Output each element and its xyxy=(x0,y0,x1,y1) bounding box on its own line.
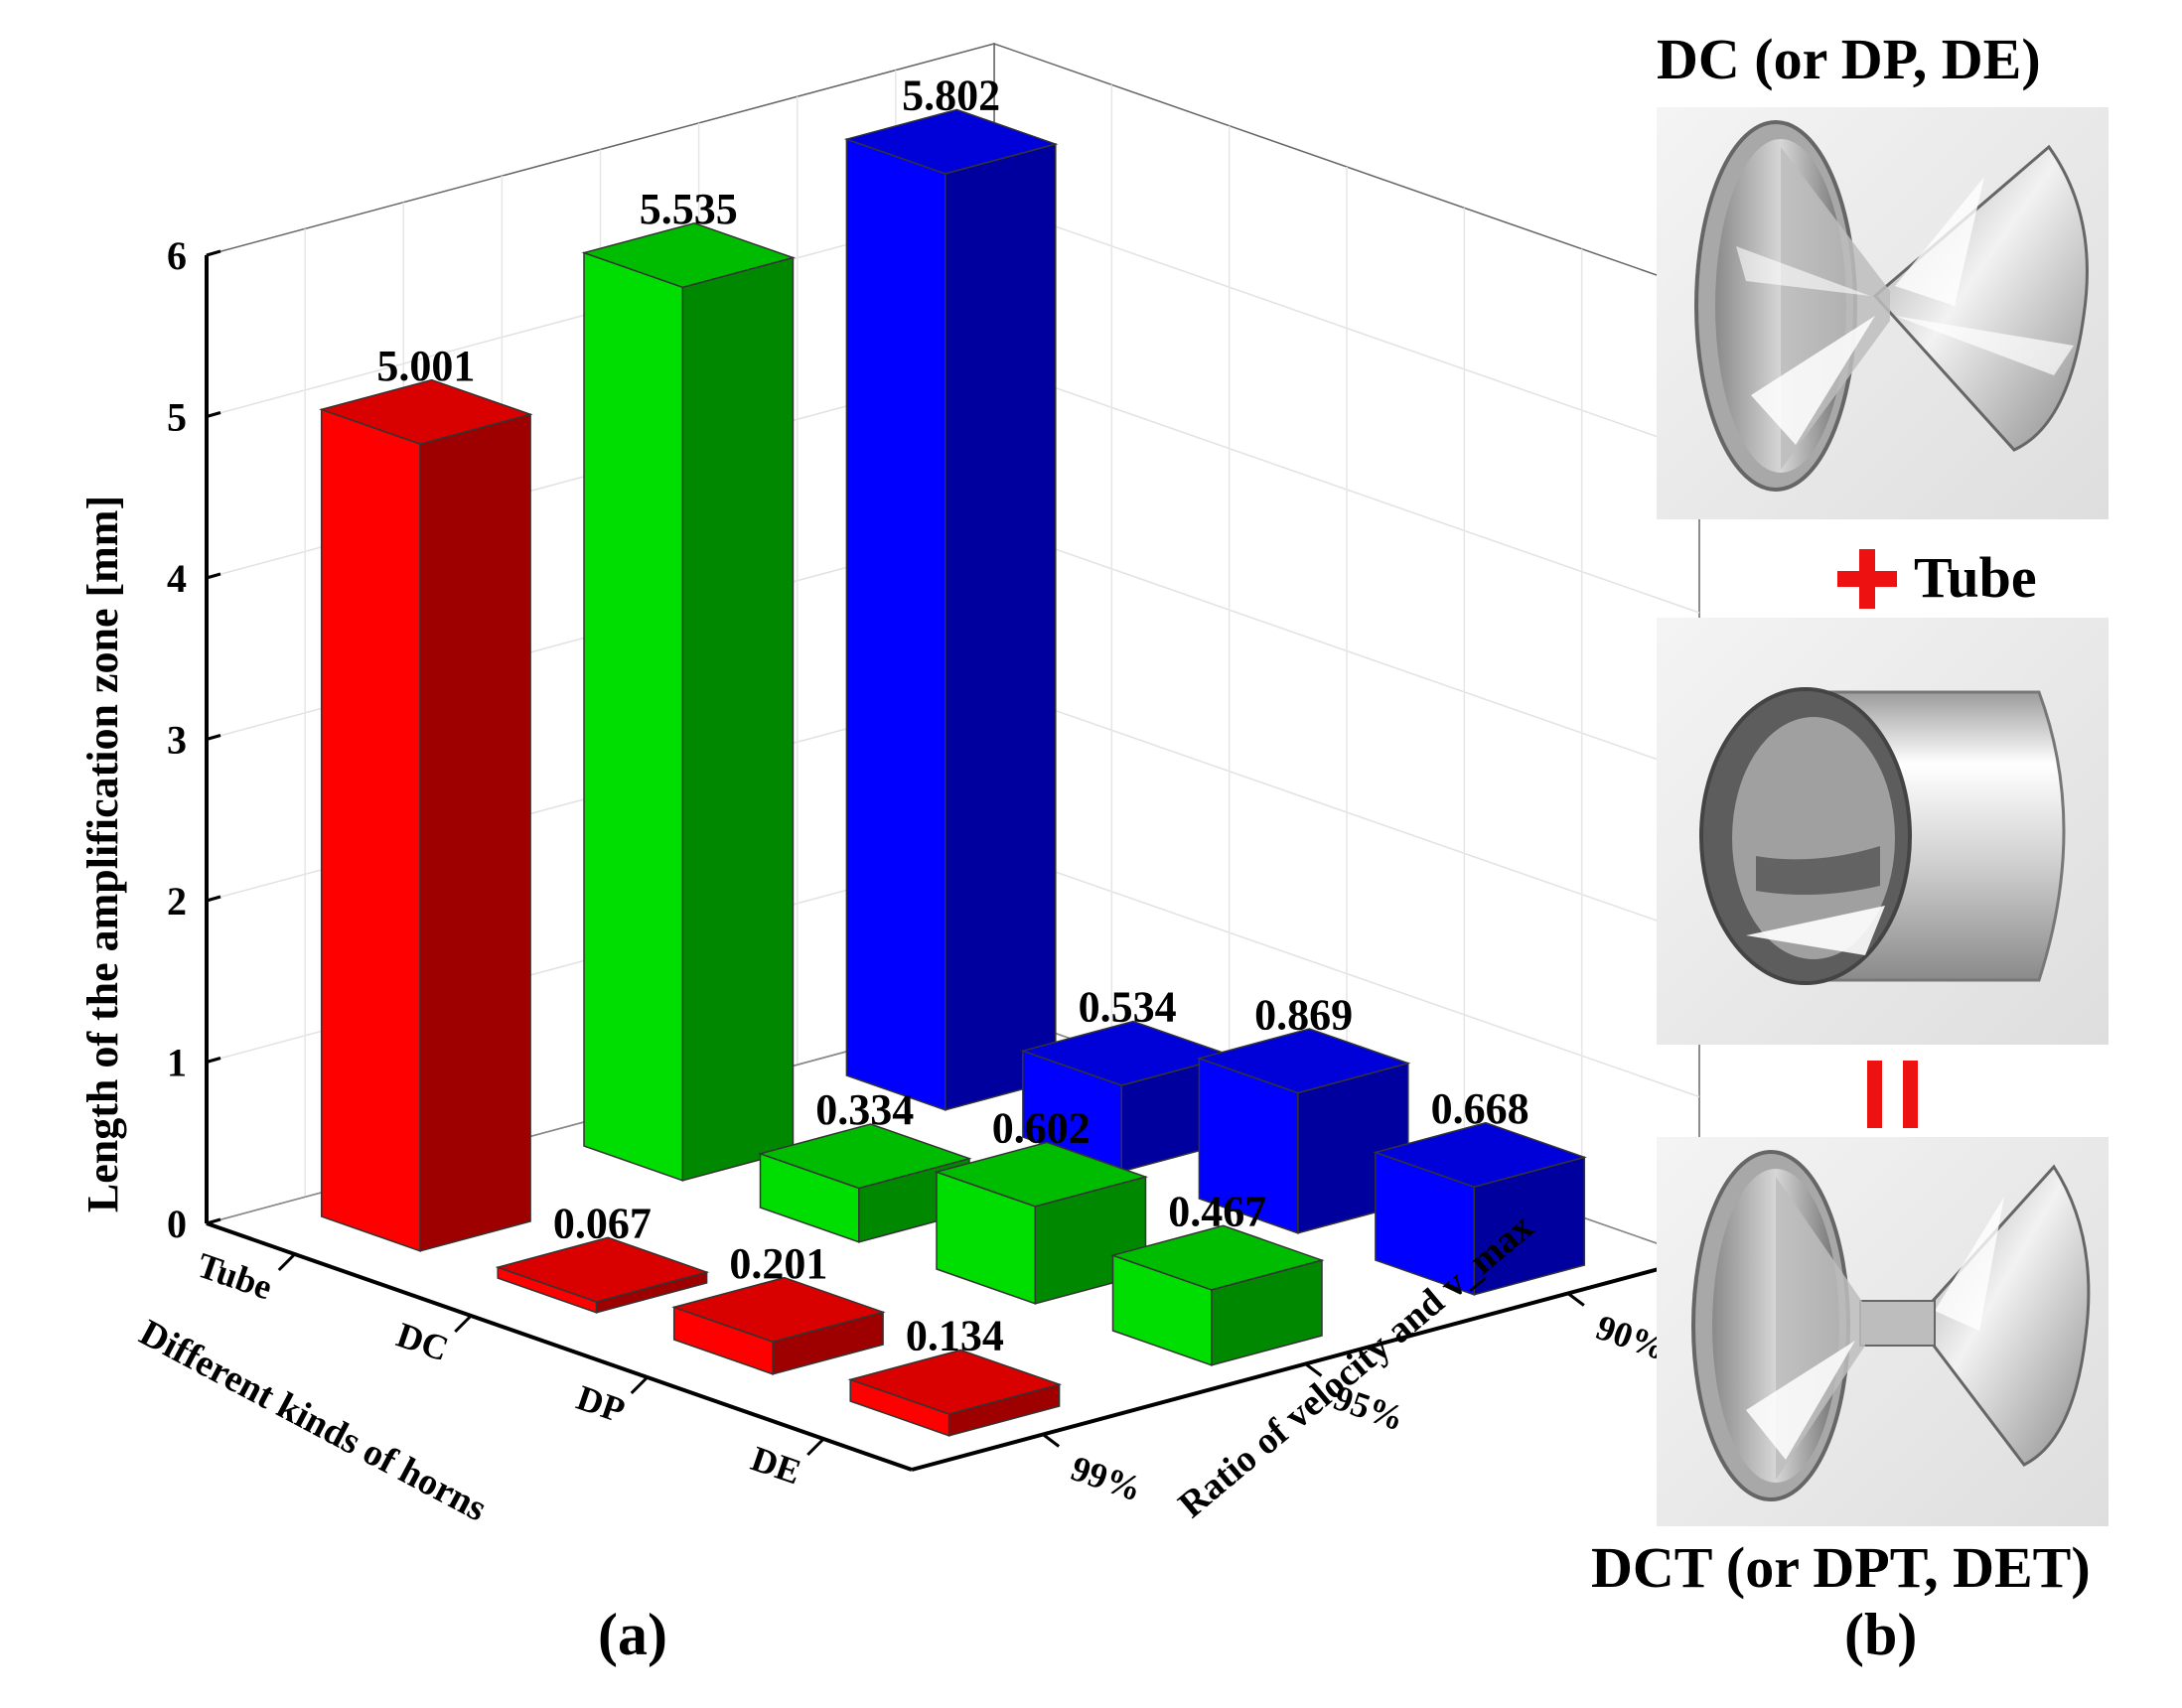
bar-value-label: 5.001 xyxy=(376,342,475,390)
bar-top-face xyxy=(843,108,1059,175)
z-tick xyxy=(206,1057,221,1064)
z-tick xyxy=(206,249,221,257)
bar-top-face xyxy=(847,1349,1063,1415)
z-tick-label: 3 xyxy=(167,718,187,763)
x-tick-label: DP xyxy=(572,1377,630,1430)
bar-top-face xyxy=(319,378,533,445)
plus-icon xyxy=(1837,549,1897,609)
bar-front-face xyxy=(845,138,946,1111)
x-tick xyxy=(454,1314,473,1334)
bar-value-label: 0.067 xyxy=(553,1200,652,1248)
bar-value-label: 0.869 xyxy=(1254,990,1353,1039)
double-cone-horn-with-tube-icon xyxy=(1691,1150,2091,1501)
z-tick-label: 0 xyxy=(167,1202,187,1246)
tube-image xyxy=(1657,618,2109,1045)
top-horn-title: DC (or DP, DE) xyxy=(1657,27,2041,91)
x-tick-label: DE xyxy=(746,1438,805,1492)
z-tick xyxy=(206,1217,221,1225)
bar-value-label: 0.334 xyxy=(815,1085,914,1134)
x-tick xyxy=(630,1375,649,1395)
x-tick xyxy=(806,1437,825,1457)
y-tick-label: 99% xyxy=(1067,1448,1147,1508)
bar-top-face xyxy=(1109,1224,1325,1291)
z-tick xyxy=(206,411,221,418)
z-tick-label: 2 xyxy=(167,879,187,924)
z-axis-title: Length of the amplification zone [mm] xyxy=(78,496,127,1212)
bar-95%-DE xyxy=(1109,1224,1325,1366)
bar-value-label: 5.802 xyxy=(902,71,1000,120)
z-tick-label: 1 xyxy=(167,1041,187,1085)
y-tick xyxy=(1566,1292,1585,1307)
bar-top-face xyxy=(934,1141,1149,1208)
bar-value-label: 0.534 xyxy=(1079,983,1177,1032)
y-tick xyxy=(1304,1362,1323,1377)
x-tick xyxy=(277,1252,296,1272)
bar-side-face xyxy=(681,256,795,1182)
bar-front-face xyxy=(583,251,684,1182)
bar-value-label: 0.201 xyxy=(729,1239,827,1288)
equals-icon xyxy=(1867,1061,1923,1128)
panel-label-b: (b) xyxy=(1844,1602,1918,1667)
bar-value-label: 5.535 xyxy=(640,185,738,233)
y-tick xyxy=(1042,1433,1061,1448)
bar-99%-Tube xyxy=(319,378,533,1252)
bar-value-label: 0.668 xyxy=(1431,1084,1529,1133)
bar-front-face xyxy=(320,408,421,1252)
tube-icon xyxy=(1699,687,2066,985)
z-tick-label: 6 xyxy=(167,233,187,278)
bar-value-label: 0.602 xyxy=(992,1104,1091,1153)
bar-99%-DC xyxy=(495,1236,710,1314)
bar-99%-DP xyxy=(671,1276,886,1375)
horn-image-top xyxy=(1657,107,2109,519)
double-cone-horn-icon xyxy=(1694,120,2089,492)
bottom-horn-title: DCT (or DPT, DET) xyxy=(1591,1535,2091,1600)
bar-95%-Tube xyxy=(581,222,797,1182)
bar-value-label: 0.467 xyxy=(1168,1188,1266,1236)
bar-side-face xyxy=(945,143,1057,1111)
z-tick xyxy=(206,895,221,903)
bar-99%-DE xyxy=(847,1349,1063,1437)
bar-top-face xyxy=(581,222,797,289)
x-tick-label: Tube xyxy=(193,1245,278,1308)
plus-tube-label: Tube xyxy=(1914,545,2037,610)
horn-with-tube-image xyxy=(1657,1137,2109,1526)
bar-value-label: 0.134 xyxy=(906,1312,1004,1360)
z-tick-label: 5 xyxy=(167,395,187,440)
z-tick-label: 4 xyxy=(167,556,187,601)
x-axis-line xyxy=(206,1221,913,1472)
bar-top-face xyxy=(1196,1028,1411,1094)
x-tick-label: DC xyxy=(391,1315,453,1369)
bar-top-face xyxy=(495,1236,710,1303)
z-tick xyxy=(206,572,221,580)
bar-top-face xyxy=(671,1276,886,1343)
bar-90%-DE xyxy=(1373,1121,1587,1296)
z-tick xyxy=(206,734,221,741)
bars-layer xyxy=(319,108,1587,1437)
bar-top-face xyxy=(757,1123,972,1190)
bar-top-face xyxy=(1373,1121,1587,1188)
bar-side-face xyxy=(419,413,531,1252)
panel-label-a: (a) xyxy=(598,1602,667,1667)
bar-90%-Tube xyxy=(843,108,1059,1111)
